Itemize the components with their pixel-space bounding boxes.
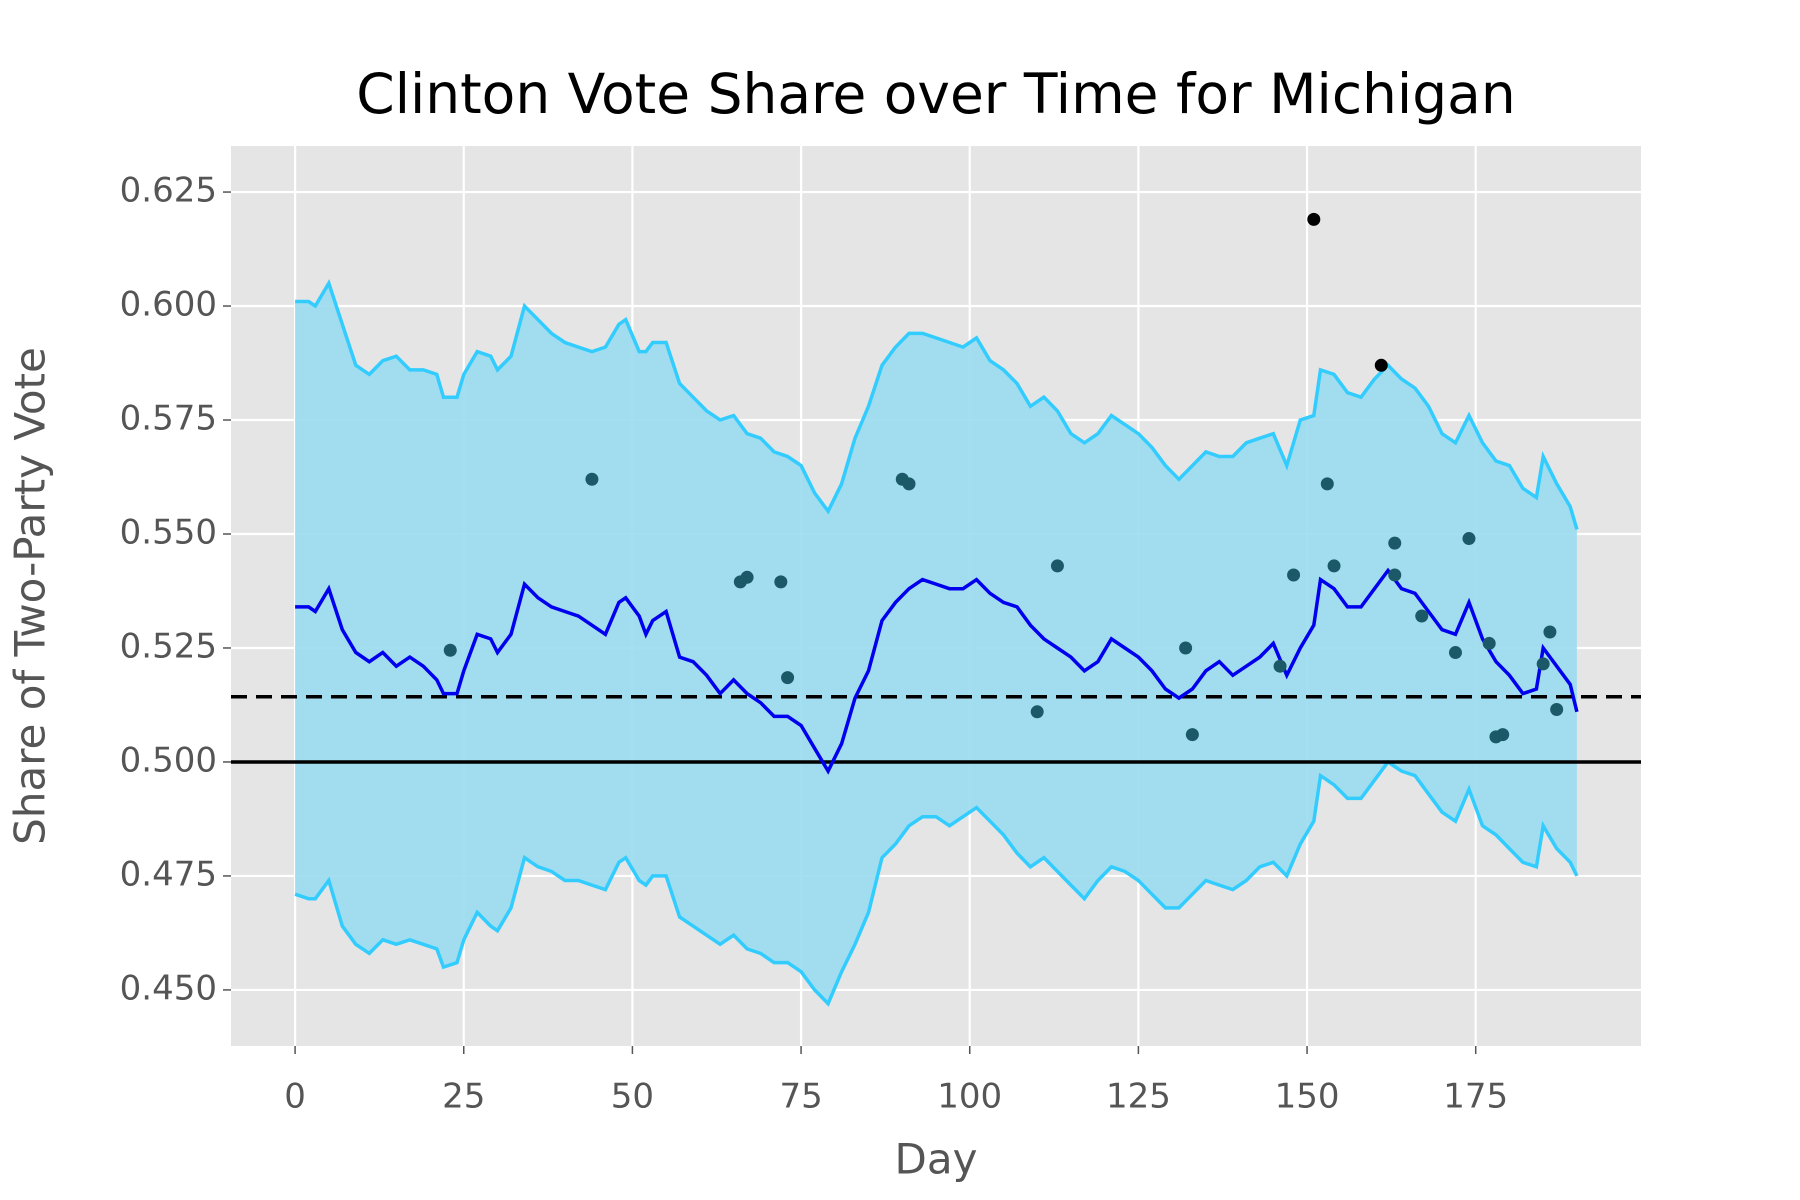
poll-point [1050,559,1064,573]
x-tick-label: 175 [1443,1077,1508,1117]
outlier-point [1307,212,1321,226]
y-tick-label: 0.550 [120,512,217,552]
outlier-point [1374,358,1388,372]
upper-line [295,278,1579,530]
poll-point [585,472,599,486]
poll-point [740,570,754,584]
poll-point [1550,703,1564,717]
poll-point [1185,728,1199,742]
y-tick-label: 0.575 [120,399,217,439]
poll-point [1496,728,1510,742]
poll-point [1536,657,1550,671]
y-tick-label: 0.600 [120,285,217,325]
chart-title: Clinton Vote Share over Time for Michiga… [356,62,1515,126]
poll-point [1327,559,1341,573]
poll-point [1287,568,1301,582]
confidence-band [295,283,1577,1004]
y-tick-label: 0.625 [120,171,217,211]
poll-point [781,671,795,685]
lower-line [294,759,1579,1007]
x-tick-label: 75 [779,1077,822,1117]
y-tick-label: 0.500 [120,740,217,780]
poll-point [1320,477,1334,491]
poll-point [1030,705,1044,719]
x-tick-label: 150 [1275,1077,1340,1117]
poll-point [1415,609,1429,623]
poll-point [1273,659,1287,673]
poll-point [443,643,457,657]
poll-point [1462,532,1476,546]
poll-point [1482,636,1496,650]
poll-point [774,575,788,589]
x-tick-label: 50 [611,1077,654,1117]
y-tick-label: 0.475 [120,854,217,894]
poll-point [902,477,916,491]
x-tick-label: 0 [284,1077,306,1117]
poll-point [1543,625,1557,639]
x-tick-label: 25 [442,1077,485,1117]
poll-point [1388,536,1402,550]
y-tick-label: 0.525 [120,626,217,666]
y-axis-label: Share of Two-Party Vote [6,347,55,845]
x-tick-label: 100 [937,1077,1002,1117]
poll-point [1179,641,1193,655]
x-axis-label: Day [895,1135,978,1184]
poll-point [1388,568,1402,582]
poll-point [1448,646,1462,660]
mean-line [295,567,1579,775]
y-tick-label: 0.450 [120,968,217,1008]
x-tick-label: 125 [1106,1077,1171,1117]
